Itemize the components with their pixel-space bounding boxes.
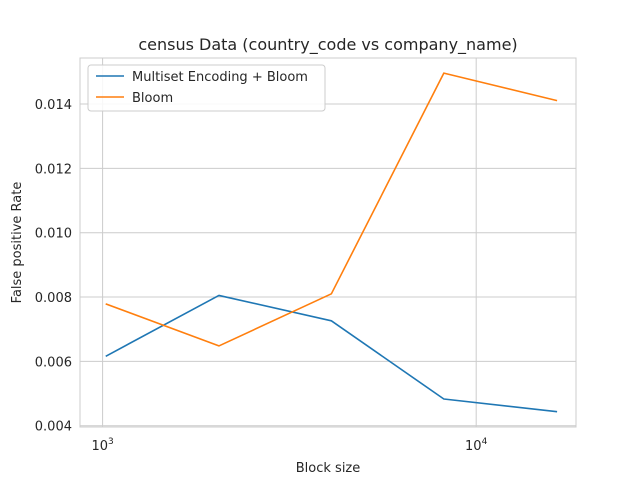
series-line-2: [105, 72, 558, 347]
legend-label: Bloom: [132, 91, 173, 106]
x-tick-base: 10: [465, 439, 482, 454]
y-tick-label: 0.014: [35, 98, 72, 113]
x-axis-label: Block size: [296, 461, 361, 476]
x-tick-label: 103: [91, 437, 113, 454]
y-axis-label: False positive Rate: [10, 182, 25, 304]
x-tick-exponent: 4: [482, 437, 488, 447]
grid-lines: [80, 58, 576, 427]
legend-box: [87, 64, 326, 112]
legend-label: Multiset Encoding + Bloom: [132, 70, 308, 85]
y-tick-label: 0.006: [35, 355, 72, 370]
chart-title: census Data (country_code vs company_nam…: [138, 35, 517, 55]
y-tick-label: 0.008: [35, 291, 72, 306]
x-tick-exponent: 3: [108, 437, 114, 447]
plot-area: [80, 58, 576, 427]
x-tick-base: 10: [91, 439, 108, 454]
plot-border: [79, 57, 577, 428]
series-lines: [105, 72, 558, 413]
y-tick-label: 0.012: [35, 162, 72, 177]
plot-frame: [79, 57, 577, 428]
series-line-1: [105, 294, 558, 413]
x-axis-ticks: 103 104: [91, 437, 487, 454]
legend: Multiset Encoding + Bloom Bloom: [87, 64, 326, 112]
y-axis-ticks: 0.004 0.006 0.008 0.010 0.012 0.014: [35, 98, 72, 435]
y-tick-label: 0.010: [35, 227, 72, 242]
x-tick-label: 104: [465, 437, 488, 454]
y-tick-label: 0.004: [35, 420, 72, 435]
